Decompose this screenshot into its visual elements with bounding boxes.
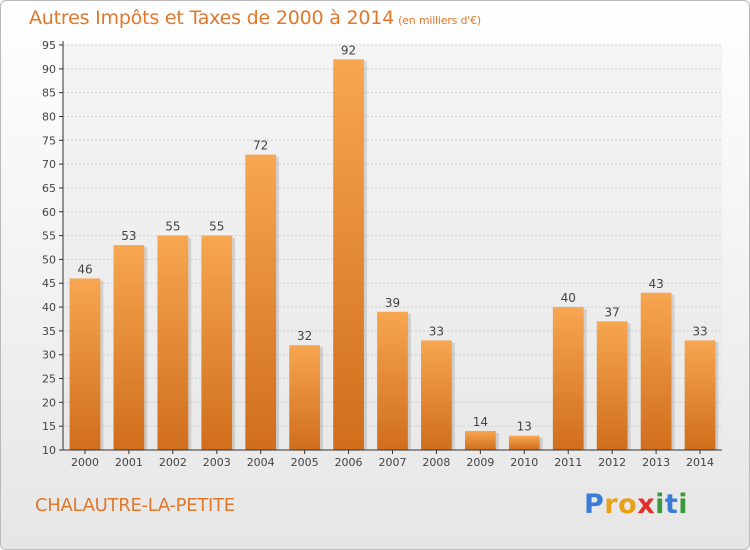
axes: 10 15 20 25 30 35 40 45 50 55 60 65 70 75 80 85 90 95 2000… (42, 39, 722, 469)
x-tick-label: 2008 (422, 456, 450, 469)
brand-logo-letter: i (655, 489, 665, 520)
brand-logo-letter: x (637, 489, 656, 520)
chart-subtitle: (en milliers d'€) (398, 14, 481, 27)
bar-data-label: 43 (648, 277, 663, 291)
bar (552, 307, 584, 450)
bar (377, 311, 408, 450)
bar-data-label: 53 (121, 229, 136, 243)
bar (157, 235, 189, 450)
y-tick-label: 65 (42, 182, 56, 195)
bar-data-label: 33 (429, 324, 444, 338)
brand-logo-letter: o (618, 489, 638, 520)
data-labels: 46 53 55 55 72 32 92 39 33 14 13 40 37 43 33 (77, 43, 707, 433)
bar (640, 292, 672, 450)
x-tick-label: 2004 (247, 456, 275, 469)
brand-logo-letter: i (678, 489, 689, 520)
x-tick-label: 2010 (510, 456, 538, 469)
y-tick-label: 70 (42, 158, 56, 171)
chart-title-text: Autres Impôts et Taxes de 2000 à 2014 (29, 7, 395, 29)
x-tick-label: 2000 (71, 456, 99, 469)
bar-data-label: 32 (297, 329, 312, 343)
bar (69, 278, 101, 450)
bar (333, 59, 364, 450)
bar-data-label: 14 (473, 415, 488, 429)
bar (464, 430, 496, 450)
brand-logo: Proxiti (584, 489, 688, 520)
bar (684, 340, 716, 450)
x-tick-label: 2001 (115, 456, 143, 469)
bar (421, 340, 452, 450)
y-tick-label: 25 (42, 373, 56, 386)
bar (245, 154, 277, 450)
y-tick-label: 55 (42, 230, 56, 243)
bars (69, 59, 719, 450)
bar-data-label: 40 (561, 291, 576, 305)
x-tick-label: 2003 (203, 456, 231, 469)
brand-logo-letter: P (584, 489, 605, 520)
x-tick-label: 2011 (554, 456, 582, 469)
bar (289, 345, 321, 450)
bar-data-label: 13 (517, 420, 532, 434)
x-tick-label: 2013 (642, 456, 670, 469)
y-tick-label: 95 (42, 39, 56, 52)
x-tick-label: 2009 (466, 456, 494, 469)
y-tick-label: 40 (42, 301, 56, 314)
bar-data-label: 37 (605, 305, 620, 319)
bar-data-label: 46 (77, 262, 92, 276)
y-tick-label: 10 (42, 444, 56, 457)
y-tick-label: 15 (42, 420, 56, 433)
bar (508, 435, 540, 450)
bar-data-label: 39 (385, 296, 400, 310)
bar-data-label: 33 (692, 324, 707, 338)
y-tick-label: 45 (42, 277, 56, 290)
y-tick-label: 50 (42, 253, 56, 266)
y-tick-label: 20 (42, 396, 56, 409)
chart-title: Autres Impôts et Taxes de 2000 à 2014 (en… (29, 7, 481, 29)
brand-logo-letter: r (604, 489, 619, 520)
bar-data-label: 55 (209, 220, 224, 234)
y-tick-label: 35 (42, 325, 56, 338)
y-tick-label: 60 (42, 206, 56, 219)
x-tick-label: 2002 (159, 456, 187, 469)
y-tick-label: 85 (42, 87, 56, 100)
bar-data-label: 72 (253, 139, 268, 153)
y-tick-label: 90 (42, 63, 56, 76)
x-tick-label: 2007 (379, 456, 407, 469)
x-tick-label: 2005 (291, 456, 319, 469)
x-tick-label: 2012 (598, 456, 626, 469)
bar (113, 245, 145, 450)
commune-name: CHALAUTRE-LA-PETITE (35, 495, 235, 516)
y-tick-label: 30 (42, 349, 56, 362)
bar (596, 321, 628, 450)
y-tick-label: 80 (42, 110, 56, 123)
bar (201, 235, 233, 450)
x-tick-label: 2014 (686, 456, 714, 469)
x-tick-label: 2006 (335, 456, 363, 469)
brand-logo-letter: t (664, 489, 679, 520)
y-tick-label: 75 (42, 134, 56, 147)
bar-data-label: 92 (341, 43, 356, 57)
bar-data-label: 55 (165, 220, 180, 234)
